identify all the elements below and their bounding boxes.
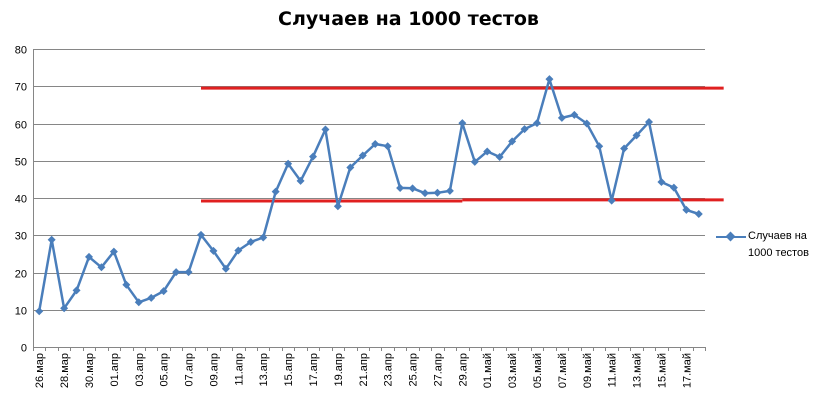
y-tick-label: 20 <box>15 269 27 281</box>
data-point <box>421 189 429 198</box>
data-point <box>309 152 317 161</box>
data-point <box>159 287 168 296</box>
data-point <box>682 205 691 214</box>
x-tick-label: 23.апр <box>383 353 395 386</box>
x-tick-label: 27.апр <box>432 353 444 386</box>
series-line <box>37 77 700 312</box>
data-point <box>483 147 492 156</box>
data-point <box>246 237 255 246</box>
x-tick-label: 13.май <box>632 353 644 388</box>
data-point <box>520 125 529 134</box>
x-tick-label: 09.май <box>582 353 594 388</box>
data-point <box>35 307 44 316</box>
x-tick-label: 05.апр <box>159 353 171 386</box>
data-point <box>620 144 629 153</box>
data-point <box>333 202 342 211</box>
x-tick-label: 17.апр <box>308 353 320 386</box>
data-point <box>234 246 243 255</box>
data-point <box>209 246 218 255</box>
data-point <box>147 293 156 302</box>
data-point <box>197 230 205 239</box>
data-point <box>383 142 392 151</box>
data-point <box>184 268 193 277</box>
x-tick-label: 05.май <box>532 353 544 388</box>
data-point <box>371 139 380 148</box>
data-point <box>694 210 703 219</box>
data-point <box>321 125 330 134</box>
x-tick-label: 09.апр <box>208 353 220 386</box>
y-tick-label: 10 <box>15 306 27 318</box>
x-tick-label: 01.май <box>482 353 494 388</box>
x-tick-label: 21.апр <box>358 353 370 386</box>
data-point <box>458 119 467 128</box>
data-point <box>582 119 591 128</box>
data-point <box>495 153 504 162</box>
data-point <box>358 151 367 160</box>
x-tick-label: 15.апр <box>283 353 295 386</box>
data-point <box>134 298 143 307</box>
y-tick-label: 70 <box>15 82 27 94</box>
x-tick-label: 26.мар <box>34 353 46 388</box>
y-tick-label: 60 <box>15 120 27 132</box>
data-point <box>172 268 181 277</box>
data-point <box>607 196 616 205</box>
x-tick-label: 07.апр <box>184 353 196 386</box>
data-point <box>669 183 678 192</box>
data-point <box>259 233 268 242</box>
data-point <box>508 137 517 146</box>
data-point <box>396 183 405 192</box>
x-tick-label: 28.мар <box>59 353 71 388</box>
data-point <box>60 304 69 313</box>
data-point <box>97 263 106 272</box>
data-point <box>545 75 554 84</box>
chart-title: Случаев на 1000 тестов <box>278 8 539 30</box>
y-tick-label: 80 <box>15 45 27 57</box>
data-point <box>271 187 280 196</box>
data-point <box>557 113 566 122</box>
x-tick-label: 15.май <box>656 353 668 388</box>
x-tick-label: 29.апр <box>457 353 469 386</box>
data-point <box>47 235 56 244</box>
data-point <box>645 118 653 127</box>
data-point <box>284 159 293 168</box>
x-tick-label: 03.апр <box>134 353 146 386</box>
y-tick-label: 0 <box>21 343 27 355</box>
data-point <box>346 163 355 172</box>
data-point <box>72 286 81 295</box>
x-tick-label: 03.май <box>507 353 519 388</box>
x-tick-label: 11.май <box>607 353 619 387</box>
data-point <box>657 177 666 186</box>
x-tick-label: 30.мар <box>84 353 96 388</box>
data-point <box>109 247 118 256</box>
data-point <box>470 157 479 166</box>
data-point <box>533 119 541 128</box>
x-tick-label: 17.май <box>681 353 693 388</box>
y-tick-label: 40 <box>15 194 27 206</box>
data-point <box>433 188 442 197</box>
data-point <box>595 142 604 151</box>
x-tick-label: 25.апр <box>408 353 420 386</box>
data-point <box>408 184 417 193</box>
y-tick-label: 30 <box>15 231 27 243</box>
data-point <box>122 280 131 289</box>
y-tick-label: 50 <box>15 157 27 169</box>
x-tick-label: 01.апр <box>109 353 121 386</box>
x-tick-label: 19.апр <box>333 353 345 386</box>
legend-label: Случаев на 1000 тестов <box>748 230 809 259</box>
data-point <box>296 176 305 185</box>
data-point <box>445 186 454 195</box>
data-point <box>570 110 579 119</box>
x-tick-label: 11.апр <box>233 353 245 386</box>
data-point <box>632 131 641 140</box>
x-tick-label: 07.май <box>557 353 569 388</box>
data-point <box>221 264 230 273</box>
data-point <box>85 252 93 261</box>
x-tick-label: 13.апр <box>258 353 270 386</box>
